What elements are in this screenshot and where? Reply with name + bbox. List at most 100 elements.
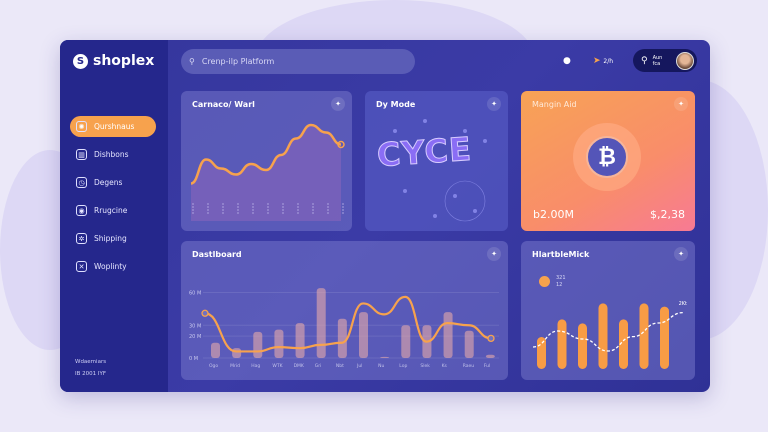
network-art [393, 119, 487, 222]
x-tick-label: Lop [399, 363, 407, 369]
x-tick-label: Nu [378, 363, 384, 369]
bar [598, 303, 608, 369]
user-menu[interactable]: ⚲ Aun fca [633, 49, 697, 72]
search-placeholder: Crenp-ilp Platform [201, 57, 275, 66]
series-line [190, 123, 342, 185]
sidebar-item-2[interactable]: ◷ Degens [70, 172, 156, 193]
bar [359, 312, 368, 358]
bar [537, 337, 546, 369]
brand-name: shoplex [93, 53, 155, 69]
search-icon: ⚲ [189, 57, 195, 66]
notification-count: 2/h [603, 58, 614, 65]
card-title: Dy Mode [376, 100, 416, 109]
globe-icon: ✲ [76, 233, 87, 244]
series-line [204, 295, 492, 353]
sidebar-item-1[interactable]: ▥ Dishbons [70, 144, 156, 165]
sidebar-item-label: Qurshnaus [94, 122, 135, 131]
search-input[interactable]: ⚲ Crenp-ilp Platform [181, 49, 415, 74]
x-tick-label: Raeu [463, 363, 475, 369]
bar [639, 303, 649, 369]
user-name: Aun [652, 54, 663, 61]
sidebar-item-5[interactable]: ✕ Woplinty [70, 256, 156, 277]
bar [485, 354, 495, 358]
footer-text: Wdaemiars [75, 359, 107, 365]
logo-icon: S [73, 53, 88, 69]
mode-card: Dy Mode ✦ CYCE [365, 91, 508, 231]
area-fill [191, 125, 341, 221]
settings-icon[interactable]: ✦ [674, 97, 688, 111]
x-tick-label: Hag [251, 363, 260, 369]
trend-card: Carnaco/ Warl ✦ [181, 91, 352, 231]
card-title: Dastlboard [192, 250, 242, 259]
end-label: 2Kt [678, 301, 687, 307]
bar [464, 330, 474, 358]
search-icon[interactable]: ⚲ [641, 55, 648, 66]
bar [619, 319, 628, 369]
x-tick-label: Jul [356, 363, 362, 369]
sidebar-item-0[interactable]: ✺ Qurshnaus [70, 116, 156, 137]
card-title: Mangin Aid [532, 100, 577, 109]
bar [401, 325, 411, 358]
dashboard-card: Dastlboard ✦ 0 M 20 M 30 M 60 M Ogo Mrid Hag WT… [181, 241, 508, 380]
x-tick-label: Slek [420, 363, 430, 369]
heartbeat-chart [532, 303, 684, 369]
globe-icon[interactable]: ● [563, 56, 571, 66]
layout-icon: ▥ [76, 149, 87, 160]
legend-icon [539, 276, 550, 287]
bar [316, 288, 326, 358]
series-line [532, 311, 684, 352]
y-tick-label: 60 M [189, 291, 201, 297]
legend-text: 12 [556, 282, 563, 288]
heartbeat-card: HlartbleMick ✦ 321 12 2Kt [521, 241, 695, 380]
bar [660, 306, 669, 369]
dashboard-icon: ✺ [76, 121, 87, 132]
bar [380, 356, 390, 358]
end-marker [487, 334, 495, 343]
trend-chart [190, 123, 345, 221]
y-tick-label: 0 M [189, 356, 198, 362]
sidebar-item-label: Dishbons [94, 150, 129, 159]
sidebar-footer: Wdaemiars IB 2001 IYF [75, 356, 106, 380]
legend: 321 12 [556, 275, 566, 289]
bar [295, 323, 305, 358]
clock-icon: ◷ [76, 177, 87, 188]
end-marker [337, 140, 345, 149]
avatar[interactable] [676, 51, 694, 70]
settings-icon[interactable]: ✦ [487, 97, 501, 111]
settings-icon[interactable]: ✦ [331, 97, 345, 111]
bar [557, 319, 567, 369]
bar [253, 331, 263, 358]
bar [578, 323, 587, 369]
bar [274, 329, 284, 358]
legend-text: 321 [556, 275, 566, 281]
settings-icon[interactable]: ✦ [674, 247, 688, 261]
x-tick-label: Ks [442, 363, 448, 369]
image-icon: ◉ [76, 205, 87, 216]
y-tick-label: 30 M [189, 323, 201, 329]
x-tick-label: DMK [294, 363, 305, 369]
bar [232, 348, 242, 358]
y-tick-label: 20 M [189, 334, 201, 340]
card-title: HlartbleMick [532, 250, 590, 259]
sidebar-item-label: Woplinty [94, 262, 127, 271]
sidebar-item-3[interactable]: ◉ Rrugcine [70, 200, 156, 221]
settings-icon[interactable]: ✦ [487, 247, 501, 261]
x-tick-label: Ful [484, 363, 490, 369]
footer-text: IB 2001 IYF [75, 371, 107, 377]
notification-icon[interactable]: ➤ 2/h [593, 56, 614, 66]
x-tick-label: Mrid [230, 363, 240, 369]
shuffle-icon: ✕ [76, 261, 87, 272]
bar [211, 342, 220, 358]
crypto-price: $,2,38 [650, 208, 685, 221]
x-tick-label: WTK [272, 363, 283, 369]
x-tick-label: Nbt [336, 363, 344, 369]
bar [443, 312, 453, 358]
sidebar-item-label: Shipping [94, 234, 127, 243]
coin-ring: ₿ [573, 123, 641, 191]
sidebar-item-label: Rrugcine [94, 206, 128, 215]
sidebar-item-4[interactable]: ✲ Shipping [70, 228, 156, 249]
bar [337, 318, 347, 358]
